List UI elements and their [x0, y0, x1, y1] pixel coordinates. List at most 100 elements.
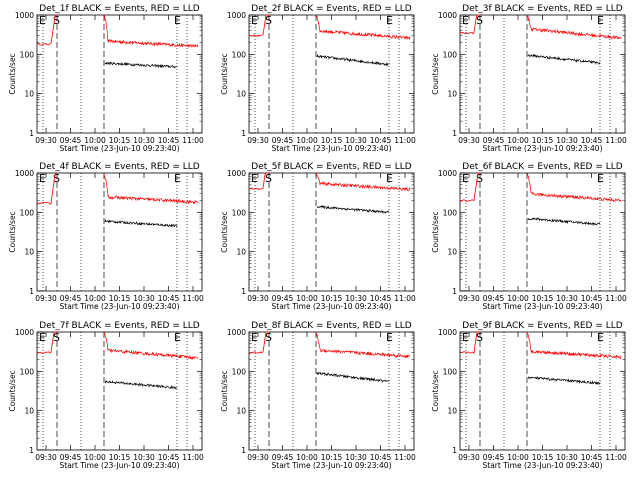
- x-tick-label: 11:00: [605, 136, 627, 145]
- x-tick-label: 10:30: [133, 136, 155, 145]
- x-tick-label: 10:00: [84, 294, 106, 303]
- chart-panel-5: Det_5f BLACK = Events, RED = LLD 1 10 100 10…: [220, 162, 416, 311]
- x-tick-label: 10:45: [370, 453, 392, 462]
- x-tick-label: 09:45: [483, 136, 505, 145]
- chart-panel-4: Det_4f BLACK = Events, RED = LLD 1 10 100 10…: [8, 162, 204, 311]
- y-axis-label: Counts/sec: [220, 370, 229, 411]
- marker-label-s: S: [53, 331, 60, 344]
- marker-label-s: S: [53, 14, 60, 27]
- x-tick-label: 10:30: [556, 294, 578, 303]
- x-tick-label: 10:45: [581, 294, 603, 303]
- x-tick-label: 10:45: [158, 136, 180, 145]
- chart-panel-9: Det_9f BLACK = Events, RED = LLD 1 10 100 10…: [431, 321, 627, 470]
- y-tick-label: 100: [443, 50, 458, 59]
- marker-label-e: E: [251, 172, 258, 185]
- marker-label-e2: E: [174, 172, 181, 185]
- chart-panel-7: Det_7f BLACK = Events, RED = LLD 1 10 100 10…: [8, 321, 204, 470]
- y-tick-label: 10: [447, 407, 457, 416]
- y-tick-label: 1: [452, 129, 457, 138]
- y-axis-label: Counts/sec: [431, 211, 440, 252]
- plot-frame: [459, 172, 626, 292]
- series-red-pre: [459, 14, 480, 35]
- series-red-post: [315, 15, 411, 41]
- x-tick-label: 11:00: [182, 294, 204, 303]
- chart-title: Det_1f BLACK = Events, RED = LLD: [39, 4, 199, 14]
- x-tick-label: 09:30: [247, 294, 269, 303]
- marker-label-e2: E: [174, 331, 181, 344]
- x-tick-label: 10:15: [532, 453, 554, 462]
- x-tick-label: 10:45: [370, 294, 392, 303]
- x-tick-label: 10:30: [556, 136, 578, 145]
- y-tick-label: 1: [241, 446, 246, 455]
- chart-title: Det_7f BLACK = Events, RED = LLD: [39, 321, 199, 331]
- x-tick-label: 10:15: [321, 453, 343, 462]
- y-tick-label: 1000: [227, 328, 246, 337]
- series-red-post: [103, 14, 199, 48]
- marker-label-e: E: [462, 14, 469, 27]
- x-tick-label: 10:00: [296, 453, 318, 462]
- series-red-post: [315, 331, 411, 359]
- marker-label-e: E: [39, 172, 46, 185]
- marker-label-e2: E: [597, 172, 604, 185]
- marker-label-e: E: [39, 14, 46, 27]
- series-red-pre: [36, 14, 57, 46]
- series-red-post: [103, 173, 199, 205]
- y-tick-label: 1: [29, 129, 34, 138]
- x-tick-label: 09:45: [272, 136, 294, 145]
- marker-label-s: S: [265, 331, 272, 344]
- y-tick-label: 10: [236, 90, 246, 99]
- y-tick-label: 100: [20, 208, 35, 217]
- y-tick-label: 1000: [15, 328, 34, 337]
- chart-title: Det_5f BLACK = Events, RED = LLD: [251, 162, 411, 172]
- x-axis-label: Start Time (23-Jun-10 09:23:40): [60, 302, 180, 311]
- x-tick-label: 09:45: [60, 294, 82, 303]
- series-red-post: [526, 15, 622, 40]
- x-tick-label: 10:00: [296, 294, 318, 303]
- y-tick-label: 100: [232, 367, 247, 376]
- chart-title: Det_2f BLACK = Events, RED = LLD: [251, 4, 411, 14]
- marker-label-e: E: [462, 172, 469, 185]
- x-tick-label: 10:45: [370, 136, 392, 145]
- marker-label-s: S: [265, 14, 272, 27]
- chart-panel-8: Det_8f BLACK = Events, RED = LLD 1 10 100 10…: [220, 321, 416, 470]
- y-tick-label: 10: [447, 90, 457, 99]
- x-tick-label: 09:30: [247, 136, 269, 145]
- x-tick-label: 09:30: [458, 294, 480, 303]
- x-tick-label: 10:00: [507, 294, 529, 303]
- y-tick-label: 1: [241, 129, 246, 138]
- plot-frame: [36, 331, 203, 451]
- y-axis-label: Counts/sec: [8, 53, 17, 94]
- series-black-post: [527, 53, 601, 65]
- series-red-post: [316, 172, 411, 192]
- y-tick-label: 1: [452, 287, 457, 296]
- plot-frame: [248, 331, 415, 451]
- x-tick-label: 10:30: [556, 453, 578, 462]
- series-red-pre: [248, 172, 269, 191]
- series-red-post: [526, 331, 622, 360]
- x-tick-label: 09:30: [247, 453, 269, 462]
- plot-frame: [36, 172, 203, 292]
- plot-frame: [459, 331, 626, 451]
- series-black-post: [104, 218, 178, 228]
- series-red-pre: [248, 14, 269, 37]
- y-tick-label: 10: [236, 407, 246, 416]
- y-tick-label: 1000: [227, 11, 246, 20]
- x-tick-label: 11:00: [394, 294, 416, 303]
- marker-label-e: E: [251, 331, 258, 344]
- marker-label-e: E: [462, 331, 469, 344]
- series-black-post: [316, 204, 390, 214]
- y-tick-label: 1000: [438, 328, 457, 337]
- series-black-post: [527, 376, 601, 386]
- x-tick-label: 10:00: [84, 453, 106, 462]
- y-axis-label: Counts/sec: [431, 53, 440, 94]
- y-tick-label: 10: [236, 248, 246, 257]
- chart-panel-3: Det_3f BLACK = Events, RED = LLD 1 10 100 10…: [431, 4, 627, 153]
- x-tick-label: 11:00: [605, 294, 627, 303]
- y-tick-label: 1: [452, 446, 457, 455]
- series-black-post: [316, 54, 390, 67]
- x-tick-label: 11:00: [182, 453, 204, 462]
- marker-label-e: E: [39, 331, 46, 344]
- x-tick-label: 11:00: [182, 136, 204, 145]
- y-axis-label: Counts/sec: [220, 211, 229, 252]
- series-red-pre: [36, 172, 57, 205]
